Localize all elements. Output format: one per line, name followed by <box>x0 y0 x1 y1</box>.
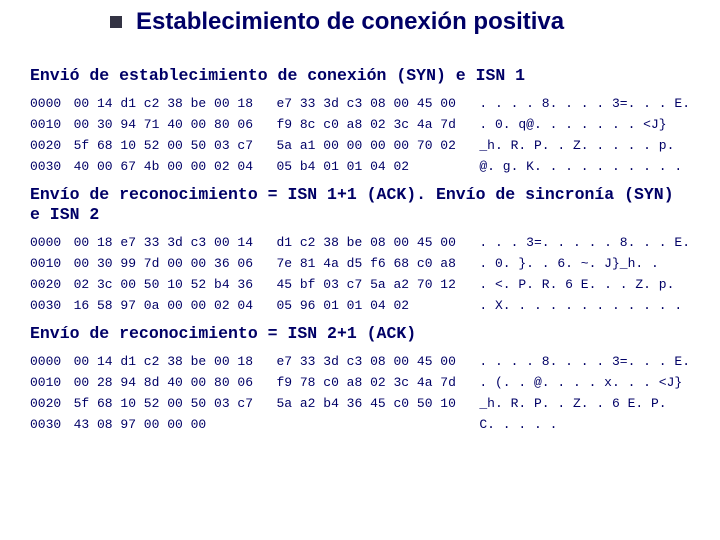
table-row: 003016 58 97 0a 00 00 02 0405 96 01 01 0… <box>30 295 690 316</box>
table-row: 003040 00 67 4b 00 00 02 0405 b4 01 01 0… <box>30 156 690 177</box>
table-row: 000000 18 e7 33 3d c3 00 14d1 c2 38 be 0… <box>30 232 690 253</box>
section-2-heading: Envío de reconocimiento = ISN 1+1 (ACK).… <box>30 185 690 226</box>
table-row: 001000 30 99 7d 00 00 36 067e 81 4a d5 f… <box>30 253 690 274</box>
table-row: 003043 08 97 00 00 00C. . . . . <box>30 414 690 435</box>
table-row: 000000 14 d1 c2 38 be 00 18e7 33 3d c3 0… <box>30 93 690 114</box>
slide-title: Establecimiento de conexión positiva <box>136 8 564 36</box>
section-1-heading: Envió de establecimiento de conexión (SY… <box>30 66 690 87</box>
hex-dump-1: 000000 14 d1 c2 38 be 00 18e7 33 3d c3 0… <box>30 93 690 177</box>
table-row: 001000 30 94 71 40 00 80 06f9 8c c0 a8 0… <box>30 114 690 135</box>
section-3-heading: Envío de reconocimiento = ISN 2+1 (ACK) <box>30 324 690 345</box>
table-row: 002002 3c 00 50 10 52 b4 3645 bf 03 c7 5… <box>30 274 690 295</box>
table-row: 001000 28 94 8d 40 00 80 06f9 78 c0 a8 0… <box>30 372 690 393</box>
table-row: 00205f 68 10 52 00 50 03 c75a a1 00 00 0… <box>30 135 690 156</box>
table-row: 000000 14 d1 c2 38 be 00 18e7 33 3d c3 0… <box>30 351 690 372</box>
hex-dump-2: 000000 18 e7 33 3d c3 00 14d1 c2 38 be 0… <box>30 232 690 316</box>
hex-dump-3: 000000 14 d1 c2 38 be 00 18e7 33 3d c3 0… <box>30 351 690 435</box>
table-row: 00205f 68 10 52 00 50 03 c75a a2 b4 36 4… <box>30 393 690 414</box>
title-bullet <box>110 16 122 28</box>
